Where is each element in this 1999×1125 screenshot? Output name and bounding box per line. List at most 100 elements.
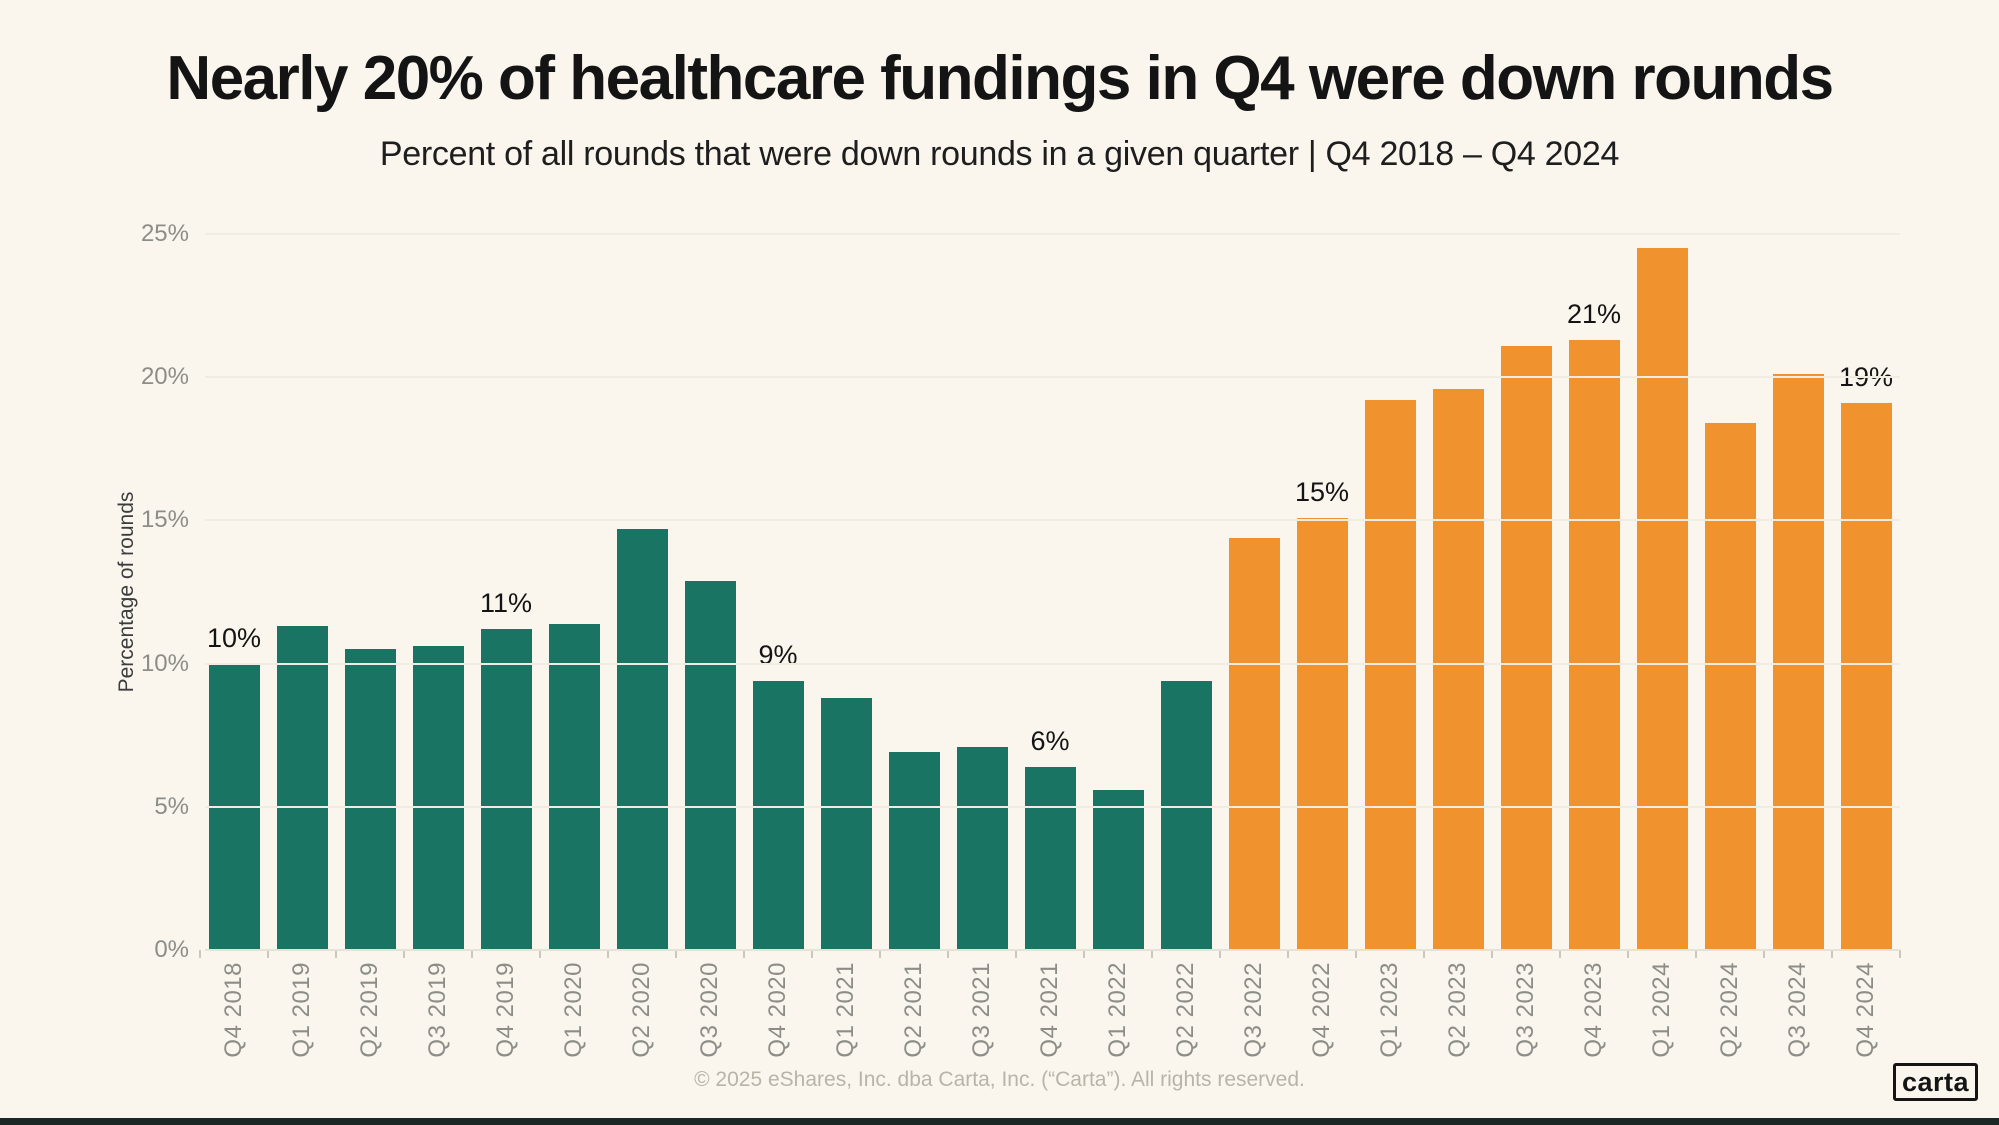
x-axis-tick: [199, 950, 201, 958]
bar-q4-2021: [1024, 766, 1076, 950]
bar-q2-2019: [344, 649, 396, 950]
x-axis-tick: [1763, 950, 1765, 958]
bar-value-label: 15%: [1294, 476, 1350, 507]
carta-logo-text: carta: [1901, 1066, 1970, 1097]
x-tick-label: Q2 2021: [900, 962, 927, 1058]
y-tick-label: 25%: [140, 220, 189, 247]
x-tick-label: Q3 2021: [968, 962, 995, 1058]
bar-q4-2019: [480, 629, 532, 950]
bar-q4-2024: [1840, 402, 1892, 950]
bar-slot: Q2 2023: [1424, 234, 1492, 1058]
x-axis-tick: [811, 950, 813, 958]
x-tick-label: Q1 2022: [1104, 962, 1131, 1058]
bar-slot: Q1 2022: [1084, 234, 1152, 1058]
bars-container: 10% Q4 2018 Q1 2019 Q2 2019 Q3 2019 11% Q4 201…: [199, 234, 1901, 1058]
x-axis-tick: [1423, 950, 1425, 958]
x-axis-tick: [675, 950, 677, 958]
x-tick-label: Q4 2023: [1580, 962, 1607, 1058]
bar-q2-2021: [888, 752, 940, 950]
bar-q1-2020: [548, 623, 600, 950]
bar-slot: Q3 2021: [948, 234, 1016, 1058]
bar-slot: Q2 2020: [608, 234, 676, 1058]
x-tick-label: Q4 2021: [1036, 962, 1063, 1058]
x-axis-tick: [1559, 950, 1561, 958]
x-axis-tick: [1151, 950, 1153, 958]
plot-area: Percentage of rounds 10% Q4 2018 Q1 2019 Q2…: [115, 220, 1901, 1058]
x-tick-label: Q2 2022: [1172, 962, 1199, 1058]
bar-q2-2024: [1704, 423, 1756, 950]
x-tick-label: Q2 2020: [628, 962, 655, 1058]
gridline: [205, 805, 1900, 808]
bar-q3-2024: [1772, 374, 1824, 950]
bar-q1-2024: [1636, 248, 1688, 950]
y-tick-label: 20%: [140, 363, 189, 391]
x-tick-label: Q2 2019: [356, 962, 383, 1058]
x-axis-tick: [1627, 950, 1629, 958]
x-tick-label: Q1 2020: [560, 962, 587, 1058]
x-axis-tick: [607, 950, 609, 958]
bar-q3-2023: [1500, 345, 1552, 950]
x-tick-label: Q4 2020: [764, 962, 791, 1058]
carta-logo: carta: [1893, 1063, 1978, 1101]
bar-slot: 21% Q4 2023: [1560, 234, 1628, 1058]
bar-value-label: 6%: [1030, 725, 1070, 756]
x-tick-label: Q4 2024: [1852, 962, 1879, 1058]
bar-q1-2023: [1364, 400, 1416, 950]
bar-q2-2022: [1160, 680, 1212, 950]
x-tick-label: Q2 2023: [1444, 962, 1471, 1058]
bar-slot: 6% Q4 2021: [1016, 234, 1084, 1058]
bar-q1-2021: [820, 697, 872, 950]
x-axis-tick: [1219, 950, 1221, 958]
x-tick-label: Q1 2021: [832, 962, 859, 1058]
x-axis-tick: [1355, 950, 1357, 958]
bar-slot: Q1 2019: [268, 234, 336, 1058]
x-axis-tick: [403, 950, 405, 958]
x-tick-label: Q1 2019: [288, 962, 315, 1058]
bar-slot: Q3 2024: [1764, 234, 1832, 1058]
x-tick-label: Q4 2018: [220, 962, 247, 1058]
gridline: [205, 949, 1900, 951]
x-axis-tick: [1899, 950, 1901, 958]
bottom-bar: [0, 1118, 1999, 1125]
x-axis-tick: [1015, 950, 1017, 958]
bar-q1-2022: [1092, 789, 1144, 950]
chart-subtitle: Percent of all rounds that were down rou…: [379, 135, 1620, 173]
gridline: [205, 376, 1900, 379]
x-axis-tick: [539, 950, 541, 958]
bar-value-label: 21%: [1566, 298, 1622, 329]
x-axis-tick: [1831, 950, 1833, 958]
bar-slot: Q1 2020: [540, 234, 608, 1058]
x-axis-tick: [471, 950, 473, 958]
bar-slot: Q1 2024: [1628, 234, 1696, 1058]
x-axis-tick: [743, 950, 745, 958]
x-axis-tick: [1695, 950, 1697, 958]
bar-value-label: 11%: [479, 588, 533, 619]
bar-value-label: 9%: [758, 639, 798, 670]
gridline: [205, 519, 1900, 522]
bar-slot: Q2 2021: [880, 234, 948, 1058]
x-tick-label: Q2 2024: [1716, 962, 1743, 1058]
y-tick-label: 0%: [154, 936, 189, 963]
bar-slot: Q2 2024: [1696, 234, 1764, 1058]
bar-slot: 10% Q4 2018: [200, 234, 268, 1058]
x-tick-label: Q1 2024: [1648, 962, 1675, 1058]
y-tick-label: 10%: [140, 649, 189, 677]
x-tick-label: Q4 2022: [1308, 962, 1335, 1058]
x-tick-label: Q1 2023: [1376, 962, 1403, 1058]
x-tick-label: Q3 2022: [1240, 962, 1267, 1058]
y-tick-label: 5%: [154, 792, 189, 820]
bar-slot: Q3 2019: [404, 234, 472, 1058]
x-axis-tick: [1083, 950, 1085, 958]
x-axis-tick: [947, 950, 949, 958]
x-axis-tick: [1287, 950, 1289, 958]
x-axis-tick: [879, 950, 881, 958]
bar-slot: Q1 2021: [812, 234, 880, 1058]
x-tick-label: Q3 2019: [424, 962, 451, 1058]
bar-slot: 15% Q4 2022: [1288, 234, 1356, 1058]
bar-slot: 19% Q4 2024: [1832, 234, 1900, 1058]
bar-slot: Q2 2022: [1152, 234, 1220, 1058]
bar-q3-2022: [1228, 537, 1280, 950]
bar-q4-2023: [1568, 339, 1620, 950]
bar-q2-2023: [1432, 388, 1484, 950]
